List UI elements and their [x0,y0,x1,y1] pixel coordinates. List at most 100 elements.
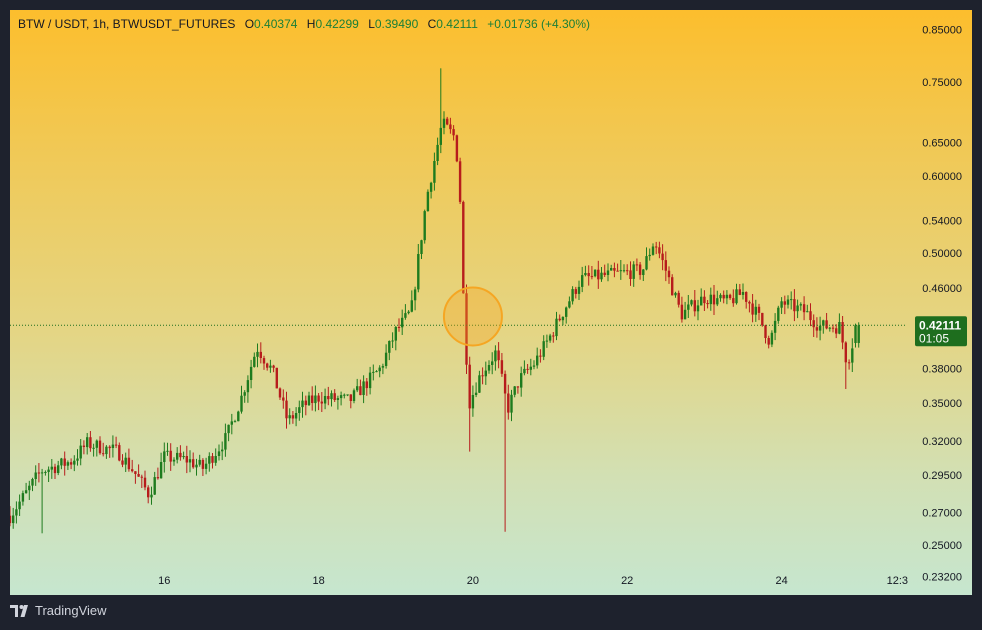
candle-body [304,400,307,406]
low-label: L [368,17,375,31]
candle-body [243,392,246,396]
candle-body [722,294,725,299]
candle-body [298,407,301,413]
candle-body [98,440,102,454]
candle-body [847,362,851,364]
time-tick-label: 24 [775,575,787,587]
candle-body [169,450,172,462]
candle-body [548,335,552,341]
candle-body [648,254,651,257]
candlestick-chart[interactable]: 0.85000 0.75000 0.65000 0.60000 0.54000 0.500… [10,10,972,595]
chart-frame[interactable]: 0.85000 0.75000 0.65000 0.60000 0.54000 0.500… [10,10,972,595]
candle-body [838,322,841,334]
candle-body [246,380,250,393]
time-axis[interactable]: 16 18 20 22 24 12:3 [158,575,908,587]
candle-body [47,469,50,472]
candle-body [63,458,66,466]
candle-body [786,299,790,305]
tradingview-logo-icon [10,604,28,617]
candle-body [221,449,224,452]
time-tick-label: 12:3 [887,575,908,587]
candle-body [741,292,745,295]
candle-body [500,360,504,374]
candle-body [57,465,60,473]
candle-body [429,182,433,192]
candle-body [606,270,610,275]
price-axis[interactable]: 0.85000 0.75000 0.65000 0.60000 0.54000 0.500… [922,24,962,583]
candle-body [21,493,25,502]
candle-body [619,270,622,272]
candle-body [44,472,47,473]
candle-body [790,299,793,301]
candle-body [233,421,237,423]
candle-body [757,306,761,313]
candle-body [156,477,160,479]
candle-body [192,459,195,468]
time-tick-label: 18 [312,575,324,587]
candle-body [520,373,523,388]
branding[interactable]: TradingView [10,603,107,618]
candle-body [542,341,545,357]
candle-body [356,386,359,391]
candle-body [182,456,185,458]
candle-body [314,395,317,404]
candle-body [603,272,606,275]
candle-body [82,445,86,447]
candle-body [426,191,430,212]
candle-body [568,301,571,308]
candle-body [86,437,89,448]
candle-body [401,317,404,328]
candle-body [272,365,275,368]
candle-body [388,341,391,353]
candle-body [835,328,838,334]
candle-body [311,395,314,403]
candle-body [108,446,111,449]
candle-body [73,460,76,465]
candle-body [28,485,31,491]
candle-body [600,272,603,280]
candle-body [632,264,635,279]
candle-body [224,433,227,450]
candle-body [365,381,368,389]
candle-body [745,292,748,302]
candle-body [147,487,150,498]
price-tick-label: 0.85000 [922,24,962,36]
candle-body [716,298,719,305]
candle-body [484,370,487,377]
price-tick-label: 0.38000 [922,364,962,376]
candle-body [468,364,471,409]
candle-body [667,270,671,278]
candle-body [857,325,860,343]
candle-body [565,307,568,317]
candle-body [555,318,558,337]
symbol-title[interactable]: BTW / USDT, 1h, BTWUSDT_FUTURES [18,17,236,31]
low-value: 0.39490 [374,17,419,31]
current-price-badge: 0.42111 01:05 [915,316,967,347]
candle-body [372,371,375,373]
candle-body [687,304,690,310]
candle-body [831,327,835,329]
candle-body [635,264,639,266]
candle-body [253,356,256,367]
candle-body [18,501,21,510]
candle-body [291,415,295,419]
candle-body [227,424,230,434]
candle-body [53,466,57,474]
candle-body [638,264,642,275]
price-tick-label: 0.65000 [922,137,962,149]
candle-body [24,490,28,494]
candle-body [114,444,118,446]
candle-body [494,350,497,362]
candle-body [764,325,767,338]
candle-body [166,450,169,452]
candle-body [407,311,410,314]
high-value: 0.42299 [315,17,359,31]
candle-body [703,296,706,304]
candle-body [728,294,732,299]
close-value: 0.42111 [436,17,478,31]
candle-body [822,320,825,326]
candle-body [642,269,645,275]
candle-body [523,368,526,374]
price-tick-label: 0.29500 [922,470,962,482]
candle-body [391,340,394,342]
